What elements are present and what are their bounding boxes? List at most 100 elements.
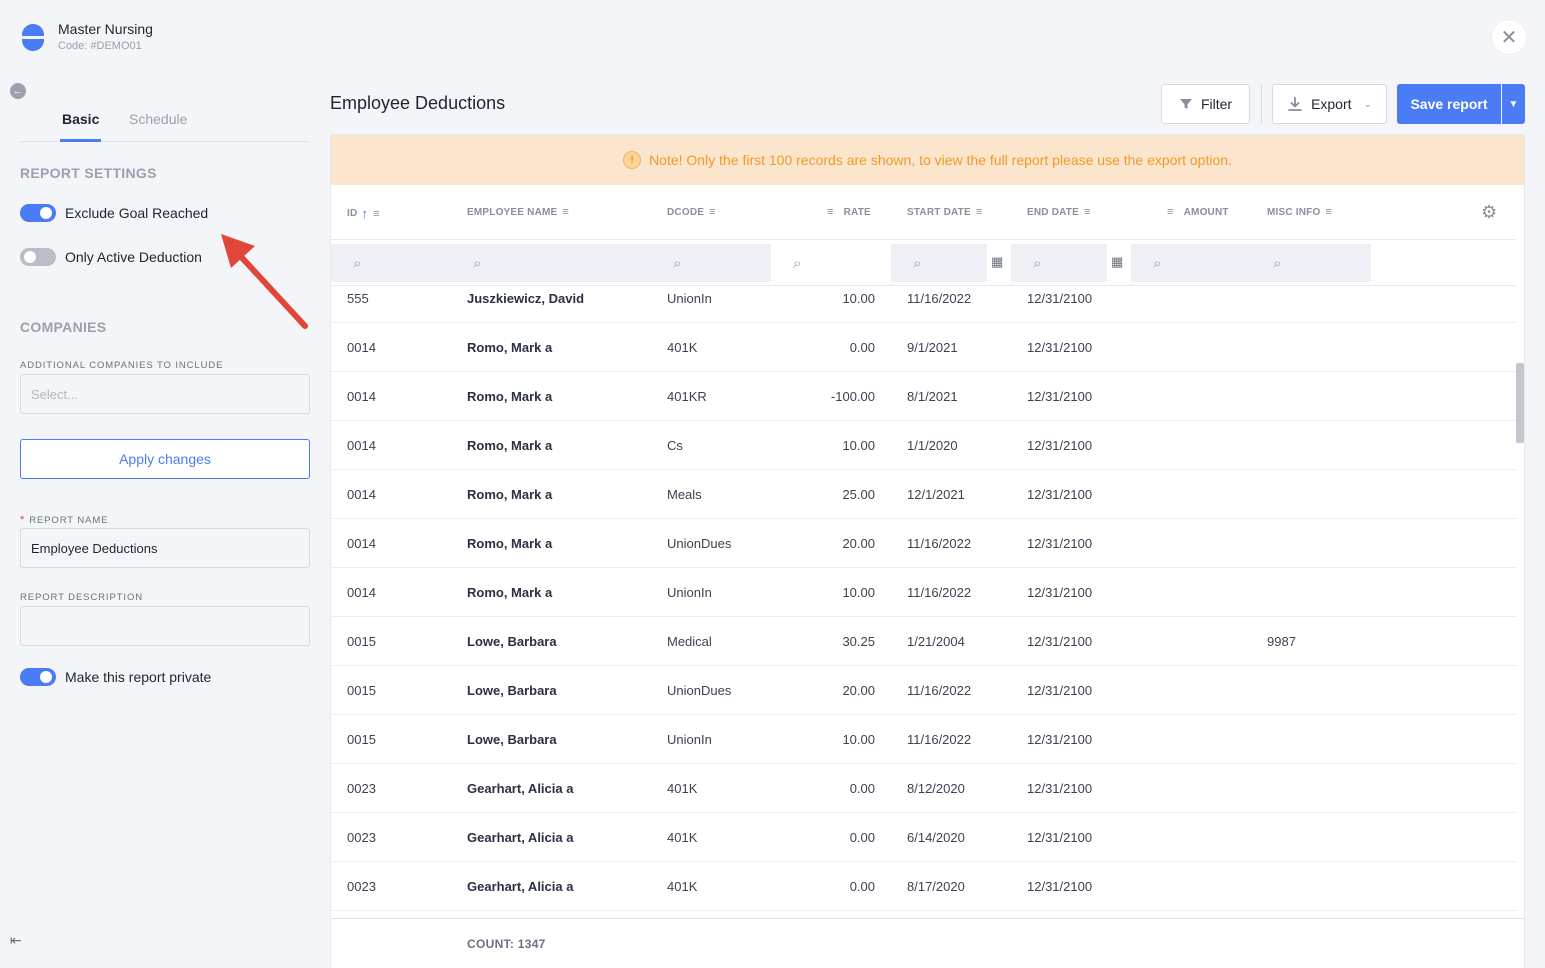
column-header-dcode[interactable]: DCODE ≡ — [667, 206, 716, 218]
cell-dcode: UnionIn — [667, 731, 712, 747]
column-filter-icon[interactable]: ≡ — [975, 206, 983, 218]
column-filter-icon[interactable]: ≡ — [1325, 206, 1333, 218]
cell-start-date: 1/1/2020 — [907, 437, 958, 453]
cell-rate: 20.00 — [842, 535, 875, 551]
column-header-misc-info[interactable]: MISC INFO ≡ — [1267, 206, 1332, 218]
export-label: Export — [1311, 96, 1352, 112]
column-header-employee-name[interactable]: EMPLOYEE NAME ≡ — [467, 206, 569, 218]
table-row[interactable]: 0015 Lowe, Barbara Medical 30.25 1/21/2004 12… — [331, 617, 1516, 666]
cell-dcode: UnionDues — [667, 682, 732, 698]
save-options-chevron-down-icon[interactable]: ▼ — [1502, 84, 1525, 124]
cell-end-date: 12/31/2100 — [1027, 829, 1093, 845]
column-header-start-date[interactable]: START DATE ≡ — [907, 206, 982, 218]
back-arrow-icon[interactable]: ← — [10, 83, 26, 99]
report-name-input[interactable]: Employee Deductions — [20, 528, 310, 568]
table-row[interactable]: 0014 Romo, Mark a UnionDues 20.00 11/16/2022… — [331, 519, 1516, 568]
save-report-button[interactable]: Save report — [1397, 84, 1501, 124]
record-count: COUNT: 1347 — [467, 937, 546, 951]
chevron-down-icon: ⌄ — [1363, 98, 1372, 110]
cell-rate: 20.00 — [842, 682, 875, 698]
cell-start-date: 8/1/2021 — [907, 388, 958, 404]
report-name-label-row: * REPORT NAME — [20, 514, 108, 526]
cell-employee-name: Romo, Mark a — [467, 535, 553, 551]
table-row[interactable]: 0014 Romo, Mark a UnionIn 10.00 11/16/2022 12… — [331, 568, 1516, 617]
column-header-end-date[interactable]: END DATE ≡ — [1027, 206, 1091, 218]
cell-rate: 0.00 — [849, 339, 875, 355]
collapse-sidebar-icon[interactable]: ⇤ — [10, 932, 22, 948]
cell-rate: 30.25 — [842, 633, 875, 649]
column-filter-icon[interactable]: ≡ — [562, 206, 570, 218]
table-row[interactable]: 0014 Romo, Mark a Cs 10.00 1/1/2020 12/31/210… — [331, 421, 1516, 470]
table-body: 555 Juszkiewicz, David UnionIn 10.00 11/16/2… — [331, 286, 1516, 911]
cell-start-date: 12/1/2021 — [907, 486, 965, 502]
search-icon: ⌕ — [673, 254, 682, 272]
tab-basic[interactable]: Basic — [59, 111, 102, 142]
cell-id: 0023 — [347, 829, 376, 845]
cell-rate: -100.00 — [830, 388, 875, 404]
column-label: DCODE — [667, 206, 705, 218]
cell-start-date: 11/16/2022 — [907, 535, 972, 551]
employee-name-filter-input[interactable]: ⌕ — [451, 244, 651, 282]
only-active-deduction-label: Only Active Deduction — [65, 249, 202, 265]
company-code: Code: #DEMO01 — [58, 40, 142, 52]
export-button[interactable]: Export ⌄ — [1272, 84, 1387, 124]
column-header-rate[interactable]: ≡ RATE — [827, 206, 871, 218]
private-label: Make this report private — [65, 669, 212, 685]
close-icon[interactable]: ✕ — [1491, 19, 1527, 55]
table-row[interactable]: 0014 Romo, Mark a 401KR -100.00 8/1/2021 12/3… — [331, 372, 1516, 421]
cell-end-date: 12/31/2100 — [1027, 388, 1093, 404]
table-row[interactable]: 0015 Lowe, Barbara UnionDues 20.00 11/16/202… — [331, 666, 1516, 715]
table-scrollbar[interactable] — [1516, 363, 1524, 443]
cell-id: 555 — [347, 291, 369, 306]
additional-companies-select[interactable]: Select... — [20, 374, 310, 414]
table-row[interactable]: 0023 Gearhart, Alicia a 401K 0.00 6/14/2020 1… — [331, 813, 1516, 862]
end-date-filter-input[interactable]: ⌕ — [1011, 244, 1107, 282]
search-icon: ⌕ — [473, 254, 482, 272]
table-row[interactable]: 0014 Romo, Mark a Meals 25.00 12/1/2021 12/31… — [331, 470, 1516, 519]
calendar-icon[interactable]: ▦ — [1111, 254, 1124, 269]
cell-rate: 10.00 — [842, 584, 875, 600]
toggle-knob — [40, 671, 52, 683]
calendar-icon[interactable]: ▦ — [991, 254, 1004, 269]
filter-icon — [1179, 99, 1192, 109]
table-header: ID ↑ ≡ EMPLOYEE NAME ≡ DCODE ≡ ≡ RATE START D… — [331, 185, 1516, 240]
column-header-id[interactable]: ID ↑ ≡ — [347, 206, 380, 221]
dcode-filter-input[interactable]: ⌕ — [651, 244, 771, 282]
tab-schedule[interactable]: Schedule — [129, 111, 188, 127]
misc-info-filter-input[interactable]: ⌕ — [1251, 244, 1371, 282]
table-row[interactable]: 0015 Lowe, Barbara UnionIn 10.00 11/16/2022 1… — [331, 715, 1516, 764]
private-toggle[interactable] — [20, 668, 56, 686]
table-row[interactable]: 0023 Gearhart, Alicia a 401K 0.00 8/17/2020 1… — [331, 862, 1516, 911]
cell-rate: 0.00 — [849, 829, 875, 845]
column-filter-icon[interactable]: ≡ — [373, 207, 380, 220]
column-filter-icon[interactable]: ≡ — [1167, 206, 1174, 218]
cell-start-date: 8/12/2020 — [907, 780, 965, 796]
table-row[interactable]: 0023 Gearhart, Alicia a 401K 0.00 8/12/2020 1… — [331, 764, 1516, 813]
column-filter-icon[interactable]: ≡ — [827, 206, 834, 218]
cell-end-date: 12/31/2100 — [1027, 535, 1093, 551]
table-row[interactable]: 0014 Romo, Mark a 401K 0.00 9/1/2021 12/31/21… — [331, 323, 1516, 372]
cell-end-date: 12/31/2100 — [1027, 780, 1093, 796]
only-active-deduction-toggle[interactable] — [20, 248, 56, 266]
id-filter-input[interactable]: ⌕ — [331, 244, 451, 282]
companies-title: COMPANIES — [20, 319, 107, 335]
gear-icon[interactable]: ⚙ — [1481, 202, 1498, 222]
cell-employee-name: Romo, Mark a — [467, 486, 553, 502]
table-row[interactable]: 555 Juszkiewicz, David UnionIn 10.00 11/16/2… — [331, 286, 1516, 323]
exclude-goal-reached-row: Exclude Goal Reached — [20, 204, 208, 222]
cell-end-date: 12/31/2100 — [1027, 584, 1093, 600]
column-filter-icon[interactable]: ≡ — [709, 206, 716, 218]
cell-start-date: 1/21/2004 — [907, 633, 965, 649]
records-limit-notice: ! Note! Only the first 100 records are s… — [331, 135, 1524, 185]
cell-end-date: 12/31/2100 — [1027, 731, 1093, 747]
start-date-filter-input[interactable]: ⌕ — [891, 244, 987, 282]
rate-filter-input[interactable]: ⌕ — [771, 244, 891, 282]
amount-filter-input[interactable]: ⌕ — [1131, 244, 1251, 282]
report-description-input[interactable] — [20, 606, 310, 646]
exclude-goal-reached-toggle[interactable] — [20, 204, 56, 222]
cell-end-date: 12/31/2100 — [1027, 486, 1093, 502]
column-filter-icon[interactable]: ≡ — [1083, 206, 1091, 218]
apply-changes-button[interactable]: Apply changes — [20, 439, 310, 479]
column-header-amount[interactable]: ≡ AMOUNT — [1167, 206, 1229, 218]
filter-button[interactable]: Filter — [1161, 84, 1250, 124]
